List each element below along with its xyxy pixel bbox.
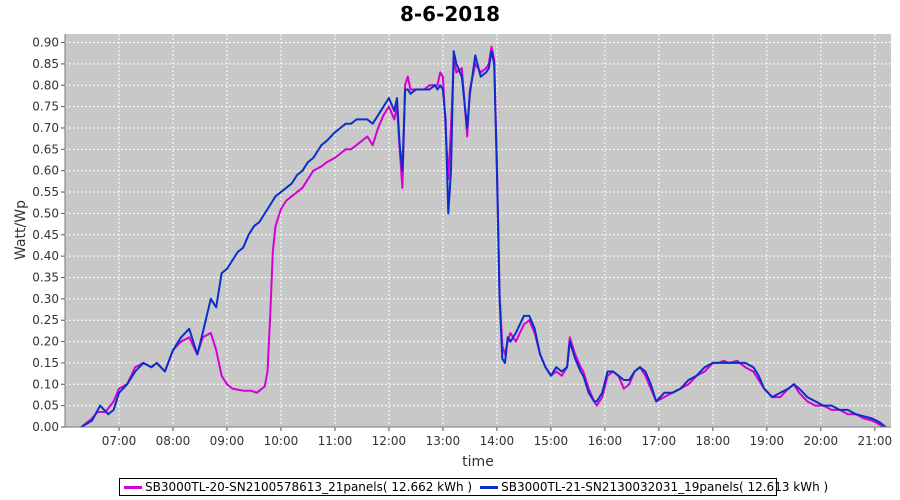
- x-tick-label: 15:00: [534, 434, 569, 448]
- y-tick-label: 0.75: [32, 100, 59, 114]
- series-line-2: [80, 50, 887, 428]
- y-tick-label: 0.55: [32, 185, 59, 199]
- y-tick-label: 0.90: [32, 36, 59, 50]
- legend-item-series-2: SB3000TL-21-SN2130032031_19panels( 12.61…: [480, 480, 828, 494]
- chart-title: 8-6-2018: [399, 2, 501, 26]
- y-tick-label: 0.05: [32, 399, 59, 413]
- y-tick-label: 0.20: [32, 335, 59, 349]
- grid-lines: [65, 34, 891, 428]
- y-tick-label: 0.70: [32, 121, 59, 135]
- x-tick-label: 10:00: [264, 434, 299, 448]
- axes: 0.00 0.05 0.10 0.15 0.20 0.25 0.30 0.35 0.40 0.45…: [32, 34, 892, 448]
- y-tick-label: 0.00: [32, 420, 59, 434]
- y-tick-label: 0.25: [32, 313, 59, 327]
- series-lines: [80, 45, 887, 428]
- x-tick-label: 12:00: [372, 434, 407, 448]
- x-tick-label: 11:00: [318, 434, 353, 448]
- legend-label-series-2: SB3000TL-21-SN2130032031_19panels( 12.61…: [501, 480, 829, 494]
- y-tick-label: 0.50: [32, 206, 59, 220]
- y-tick-label: 0.45: [32, 228, 59, 242]
- y-tick-label: 0.15: [32, 356, 59, 370]
- x-tick-label: 21:00: [858, 434, 893, 448]
- legend: SB3000TL-20-SN2100578613_21panels( 12.66…: [119, 478, 828, 496]
- y-tick-label: 0.40: [32, 249, 59, 263]
- plot-area: [65, 34, 891, 427]
- y-tick-label: 0.80: [32, 78, 59, 92]
- y-axis-label: Watt/Wp: [13, 200, 29, 260]
- x-tick-label: 16:00: [588, 434, 623, 448]
- legend-item-series-1: SB3000TL-20-SN2100578613_21panels( 12.66…: [124, 480, 472, 494]
- legend-swatch-series-2: [480, 485, 499, 489]
- x-tick-label: 13:00: [426, 434, 461, 448]
- y-tick-label: 0.10: [32, 377, 59, 391]
- x-tick-label: 08:00: [156, 434, 191, 448]
- y-tick-label: 0.85: [32, 57, 59, 71]
- x-tick-label: 07:00: [102, 434, 137, 448]
- x-tick-label: 20:00: [804, 434, 839, 448]
- x-tick-label: 17:00: [642, 434, 677, 448]
- x-tick-label: 19:00: [750, 434, 785, 448]
- y-tick-label: 0.30: [32, 292, 59, 306]
- y-tick-label: 0.60: [32, 164, 59, 178]
- legend-swatch-series-1: [124, 485, 142, 489]
- x-tick-label: 18:00: [696, 434, 731, 448]
- x-axis-label: time: [462, 454, 494, 470]
- y-tick-label: 0.35: [32, 270, 59, 284]
- legend-label-series-1: SB3000TL-20-SN2100578613_21panels( 12.66…: [145, 480, 473, 494]
- x-tick-label: 09:00: [210, 434, 245, 448]
- y-tick-label: 0.65: [32, 142, 59, 156]
- x-tick-label: 14:00: [480, 434, 515, 448]
